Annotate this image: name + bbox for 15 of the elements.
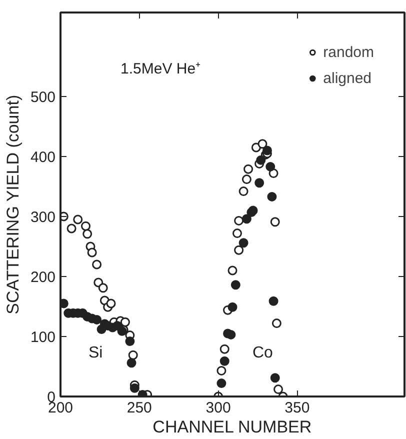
y-tick-label: 200 [30,269,56,286]
x-tick-label: 250 [126,400,152,416]
legend-label: aligned [323,70,372,86]
y-tick-label: 100 [30,329,56,346]
x-axis-title: CHANNEL NUMBER [152,418,312,436]
y-tick-label: 300 [30,209,56,226]
y-axis-title: SCATTERING YIELD (count) [3,94,22,314]
y-tick-label: 500 [30,89,56,106]
annotation: 1.5MeV He⁺ [120,60,201,78]
x-tick-label: 350 [284,400,310,416]
annotation: Si [88,344,103,362]
annotation: Co [252,344,274,362]
legend-label: random [323,44,374,60]
x-tick-label: 300 [206,400,231,416]
y-tick-label: 400 [30,149,56,166]
